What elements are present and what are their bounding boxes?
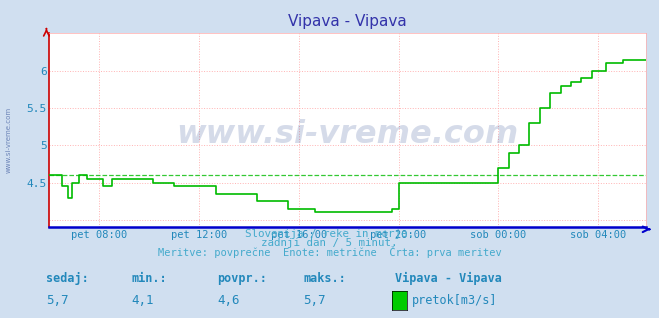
Text: 4,6: 4,6 [217,294,240,307]
Text: min.:: min.: [132,272,167,285]
Text: www.si-vreme.com: www.si-vreme.com [5,107,12,173]
Text: povpr.:: povpr.: [217,272,268,285]
Text: 5,7: 5,7 [303,294,326,307]
Text: Vipava - Vipava: Vipava - Vipava [395,272,502,285]
Text: Meritve: povprečne  Enote: metrične  Črta: prva meritev: Meritve: povprečne Enote: metrične Črta:… [158,246,501,258]
Text: 5,7: 5,7 [46,294,69,307]
Text: zadnji dan / 5 minut.: zadnji dan / 5 minut. [261,238,398,248]
Text: sedaj:: sedaj: [46,272,89,285]
Text: Slovenija / reke in morje.: Slovenija / reke in morje. [245,229,414,239]
Title: Vipava - Vipava: Vipava - Vipava [288,14,407,30]
Text: www.si-vreme.com: www.si-vreme.com [177,119,519,150]
Text: 4,1: 4,1 [132,294,154,307]
Text: pretok[m3/s]: pretok[m3/s] [412,294,498,307]
Text: maks.:: maks.: [303,272,346,285]
